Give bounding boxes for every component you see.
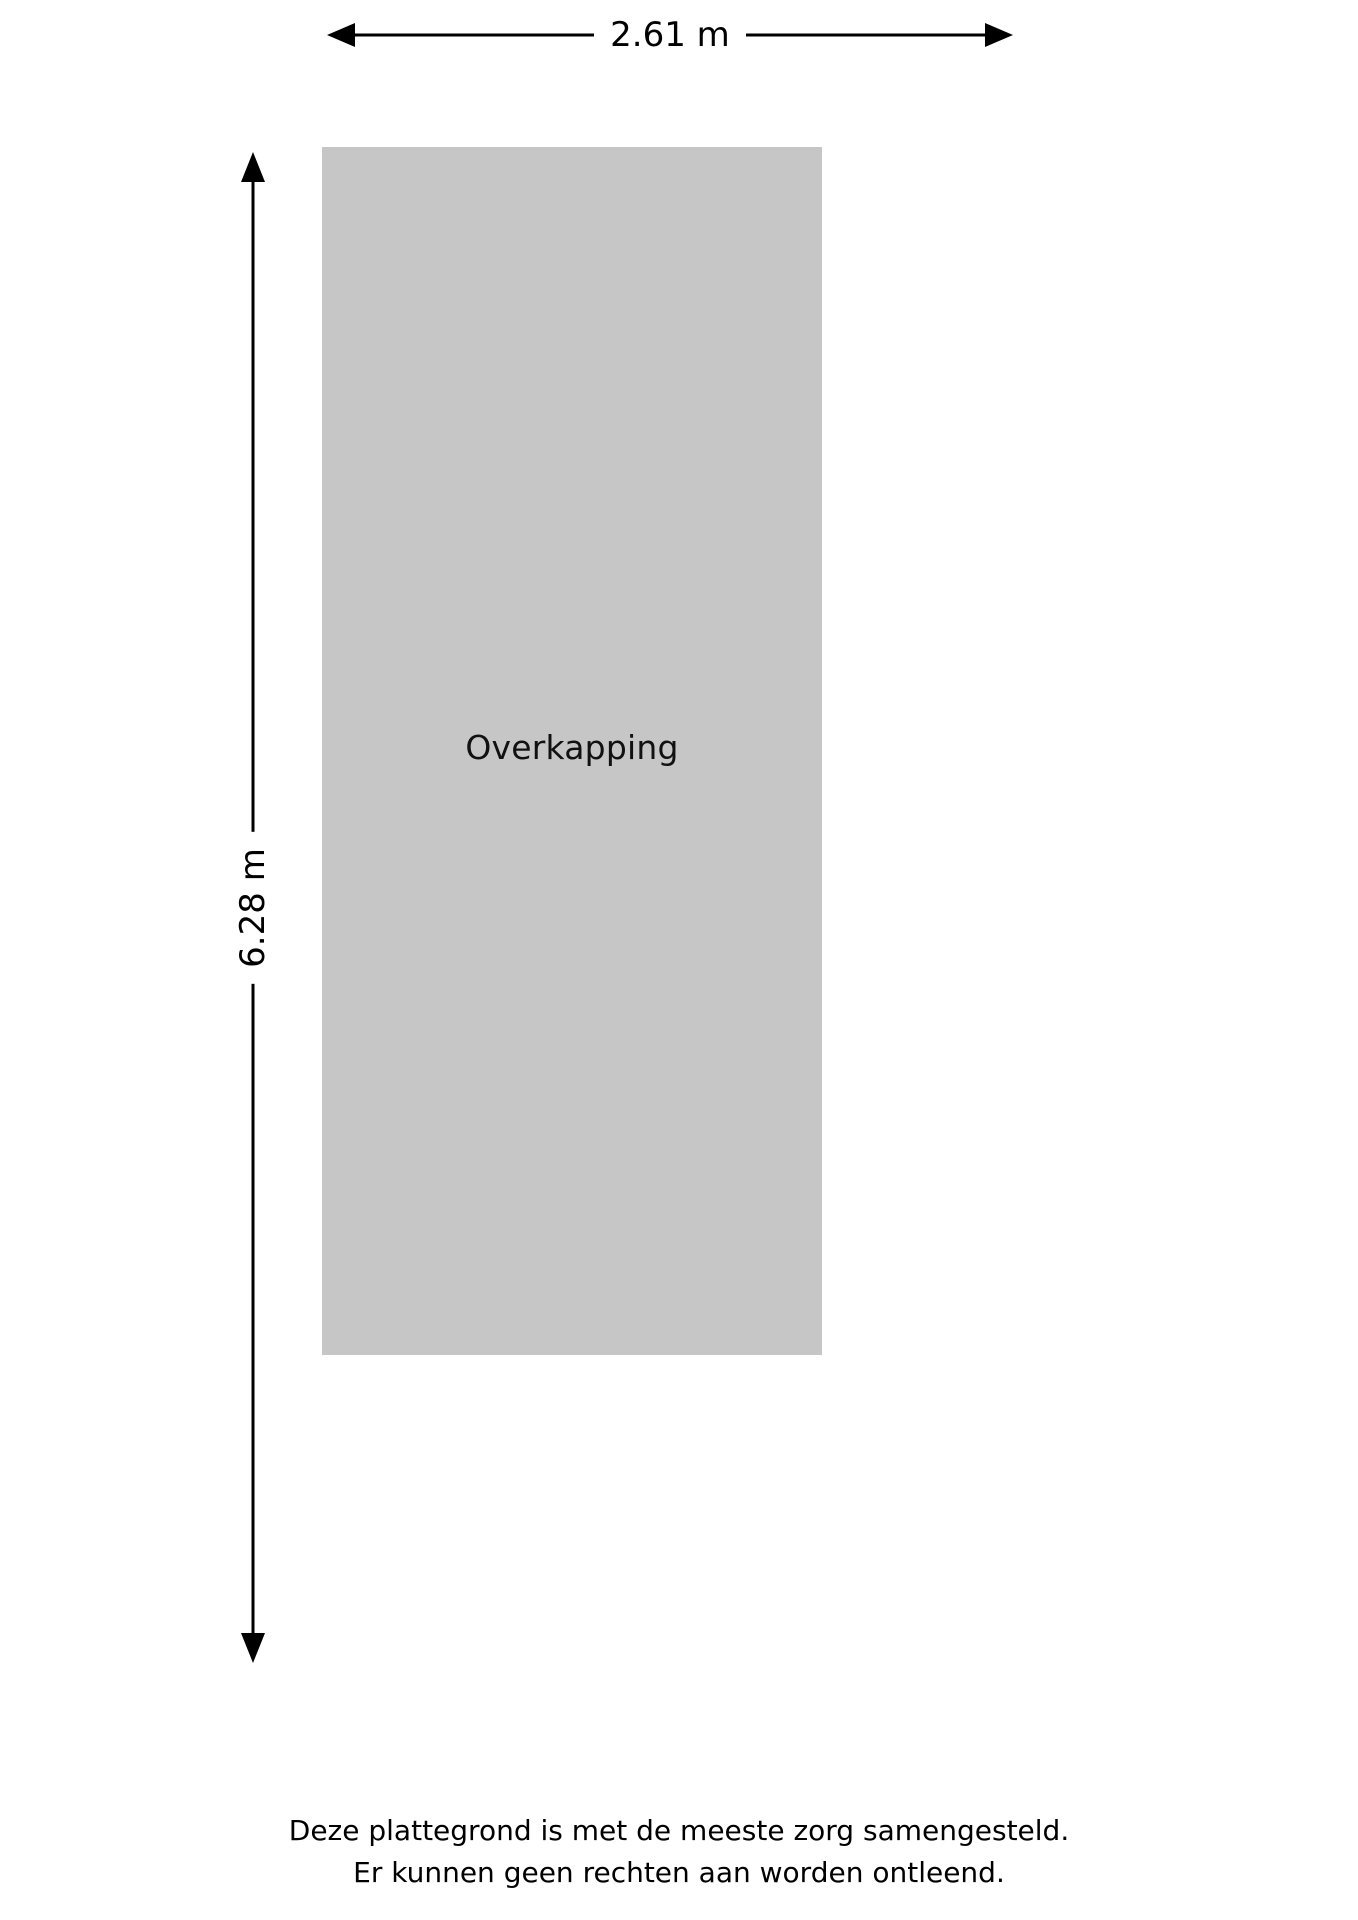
room-label-overkapping: Overkapping xyxy=(465,728,679,767)
dimension-vertical-label-wrap: 6.28 m xyxy=(230,150,276,1665)
disclaimer-line-2: Er kunnen geen rechten aan worden ontlee… xyxy=(353,1856,1005,1889)
dimension-vertical-label: 6.28 m xyxy=(231,831,276,984)
room-shape-overkapping xyxy=(322,147,822,1355)
dimension-horizontal: 2.61 m xyxy=(325,12,1015,58)
dimension-vertical: 6.28 m xyxy=(230,150,276,1665)
dimension-horizontal-label: 2.61 m xyxy=(594,15,746,55)
disclaimer: Deze plattegrond is met de meeste zorg s… xyxy=(0,1810,1358,1894)
dimension-horizontal-label-wrap: 2.61 m xyxy=(325,12,1015,58)
disclaimer-line-1: Deze plattegrond is met de meeste zorg s… xyxy=(288,1814,1070,1847)
